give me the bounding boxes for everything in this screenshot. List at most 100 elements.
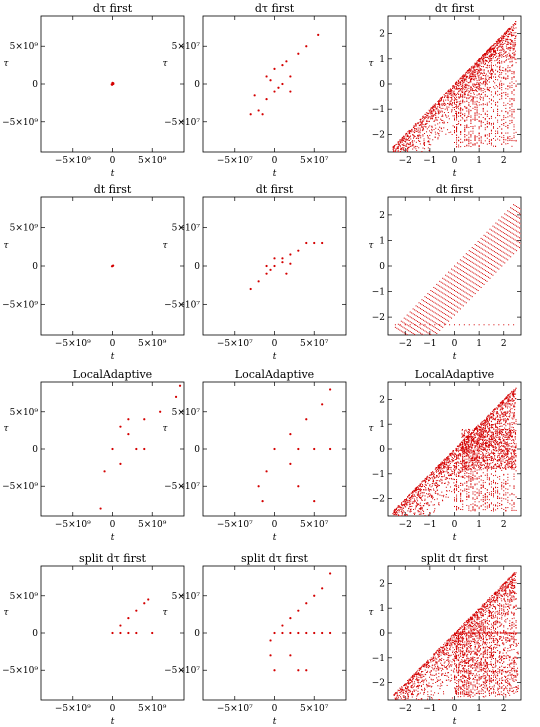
- scatter-point: [460, 77, 462, 79]
- scatter-point: [431, 485, 433, 487]
- scatter-point: [460, 89, 462, 91]
- scatter-point: [476, 428, 478, 430]
- scatter-point: [448, 478, 450, 480]
- scatter-point: [476, 64, 478, 66]
- scatter-point: [395, 148, 397, 150]
- scatter-point: [504, 228, 506, 230]
- scatter-point: [454, 94, 456, 96]
- scatter-point: [297, 249, 300, 252]
- scatter-point: [420, 135, 422, 137]
- scatter-point: [508, 403, 510, 405]
- scatter-point: [458, 282, 460, 284]
- scatter-point: [505, 35, 507, 37]
- scatter-point: [488, 49, 490, 51]
- scatter-point: [511, 71, 513, 73]
- scatter-point: [466, 108, 468, 110]
- scatter-point: [507, 36, 509, 38]
- scatter-point: [511, 120, 513, 122]
- scatter-point: [511, 77, 513, 79]
- scatter-point: [468, 250, 470, 252]
- scatter-point: [513, 487, 515, 489]
- scatter-point: [505, 60, 507, 62]
- scatter-point: [470, 130, 472, 132]
- scatter-point: [504, 414, 506, 416]
- scatter-point: [458, 324, 460, 326]
- scatter-point: [489, 228, 491, 230]
- scatter-point: [438, 473, 440, 475]
- scatter-point: [504, 414, 506, 416]
- scatter-point: [458, 96, 460, 98]
- scatter-point: [460, 124, 462, 126]
- scatter-point: [273, 447, 276, 451]
- scatter-point: [441, 479, 443, 481]
- scatter-point: [398, 511, 400, 513]
- scatter-point: [495, 242, 497, 244]
- scatter-point: [510, 42, 512, 44]
- scatter-point: [437, 109, 439, 111]
- scatter-point: [421, 309, 423, 311]
- scatter-point: [499, 409, 501, 411]
- scatter-point: [483, 264, 485, 266]
- scatter-point: [467, 439, 469, 441]
- scatter-point: [498, 405, 500, 407]
- scatter-point: [413, 136, 415, 138]
- scatter-point: [456, 131, 458, 133]
- scatter-point: [448, 132, 450, 134]
- x-axis-label: t: [453, 352, 457, 362]
- scatter-point: [511, 394, 513, 396]
- scatter-point: [510, 28, 512, 30]
- scatter-point: [432, 475, 434, 477]
- scatter-point: [473, 92, 475, 94]
- scatter-point: [439, 126, 441, 128]
- scatter-point: [449, 474, 451, 476]
- scatter-point: [443, 471, 445, 473]
- scatter-point: [416, 154, 417, 155]
- scatter-point: [415, 500, 417, 502]
- scatter-point: [511, 208, 513, 210]
- scatter-point: [407, 131, 409, 133]
- scatter-point: [403, 332, 405, 334]
- scatter-point: [429, 512, 431, 514]
- scatter-point: [421, 151, 423, 152]
- scatter-point: [470, 78, 472, 80]
- scatter-point: [483, 278, 485, 280]
- scatter-point: [514, 397, 516, 399]
- scatter-point: [408, 138, 410, 140]
- scatter-point: [458, 88, 460, 90]
- scatter-point: [447, 99, 449, 101]
- scatter-point: [487, 427, 489, 429]
- scatter-point: [525, 216, 526, 217]
- scatter-point: [471, 67, 473, 69]
- scatter-point: [459, 444, 461, 446]
- scatter-point: [321, 241, 324, 245]
- scatter-point: [452, 452, 454, 454]
- scatter-point: [499, 62, 501, 64]
- scatter-point: [517, 226, 519, 228]
- scatter-point: [508, 33, 510, 35]
- scatter-point: [489, 59, 491, 61]
- scatter-point: [495, 103, 497, 105]
- scatter-point: [414, 490, 416, 492]
- scatter-point: [470, 260, 472, 262]
- scatter-point: [417, 135, 419, 137]
- scatter-point: [443, 104, 445, 106]
- scatter-point: [508, 35, 510, 37]
- scatter-point: [461, 441, 463, 443]
- scatter-point: [408, 507, 410, 509]
- scatter-point: [470, 440, 472, 442]
- scatter-point: [462, 101, 464, 103]
- scatter-point: [460, 132, 462, 134]
- scatter-point: [493, 418, 495, 420]
- scatter-point: [420, 122, 422, 124]
- scatter-point: [393, 155, 394, 156]
- scatter-point: [403, 504, 405, 506]
- scatter-point: [470, 96, 472, 98]
- scatter-point: [450, 104, 452, 106]
- scatter-point: [478, 85, 480, 87]
- scatter-point: [441, 99, 443, 101]
- scatter-point: [492, 250, 494, 252]
- scatter-point: [489, 87, 491, 89]
- scatter-point: [452, 458, 454, 460]
- scatter-point: [480, 430, 482, 432]
- scatter-point: [448, 466, 450, 468]
